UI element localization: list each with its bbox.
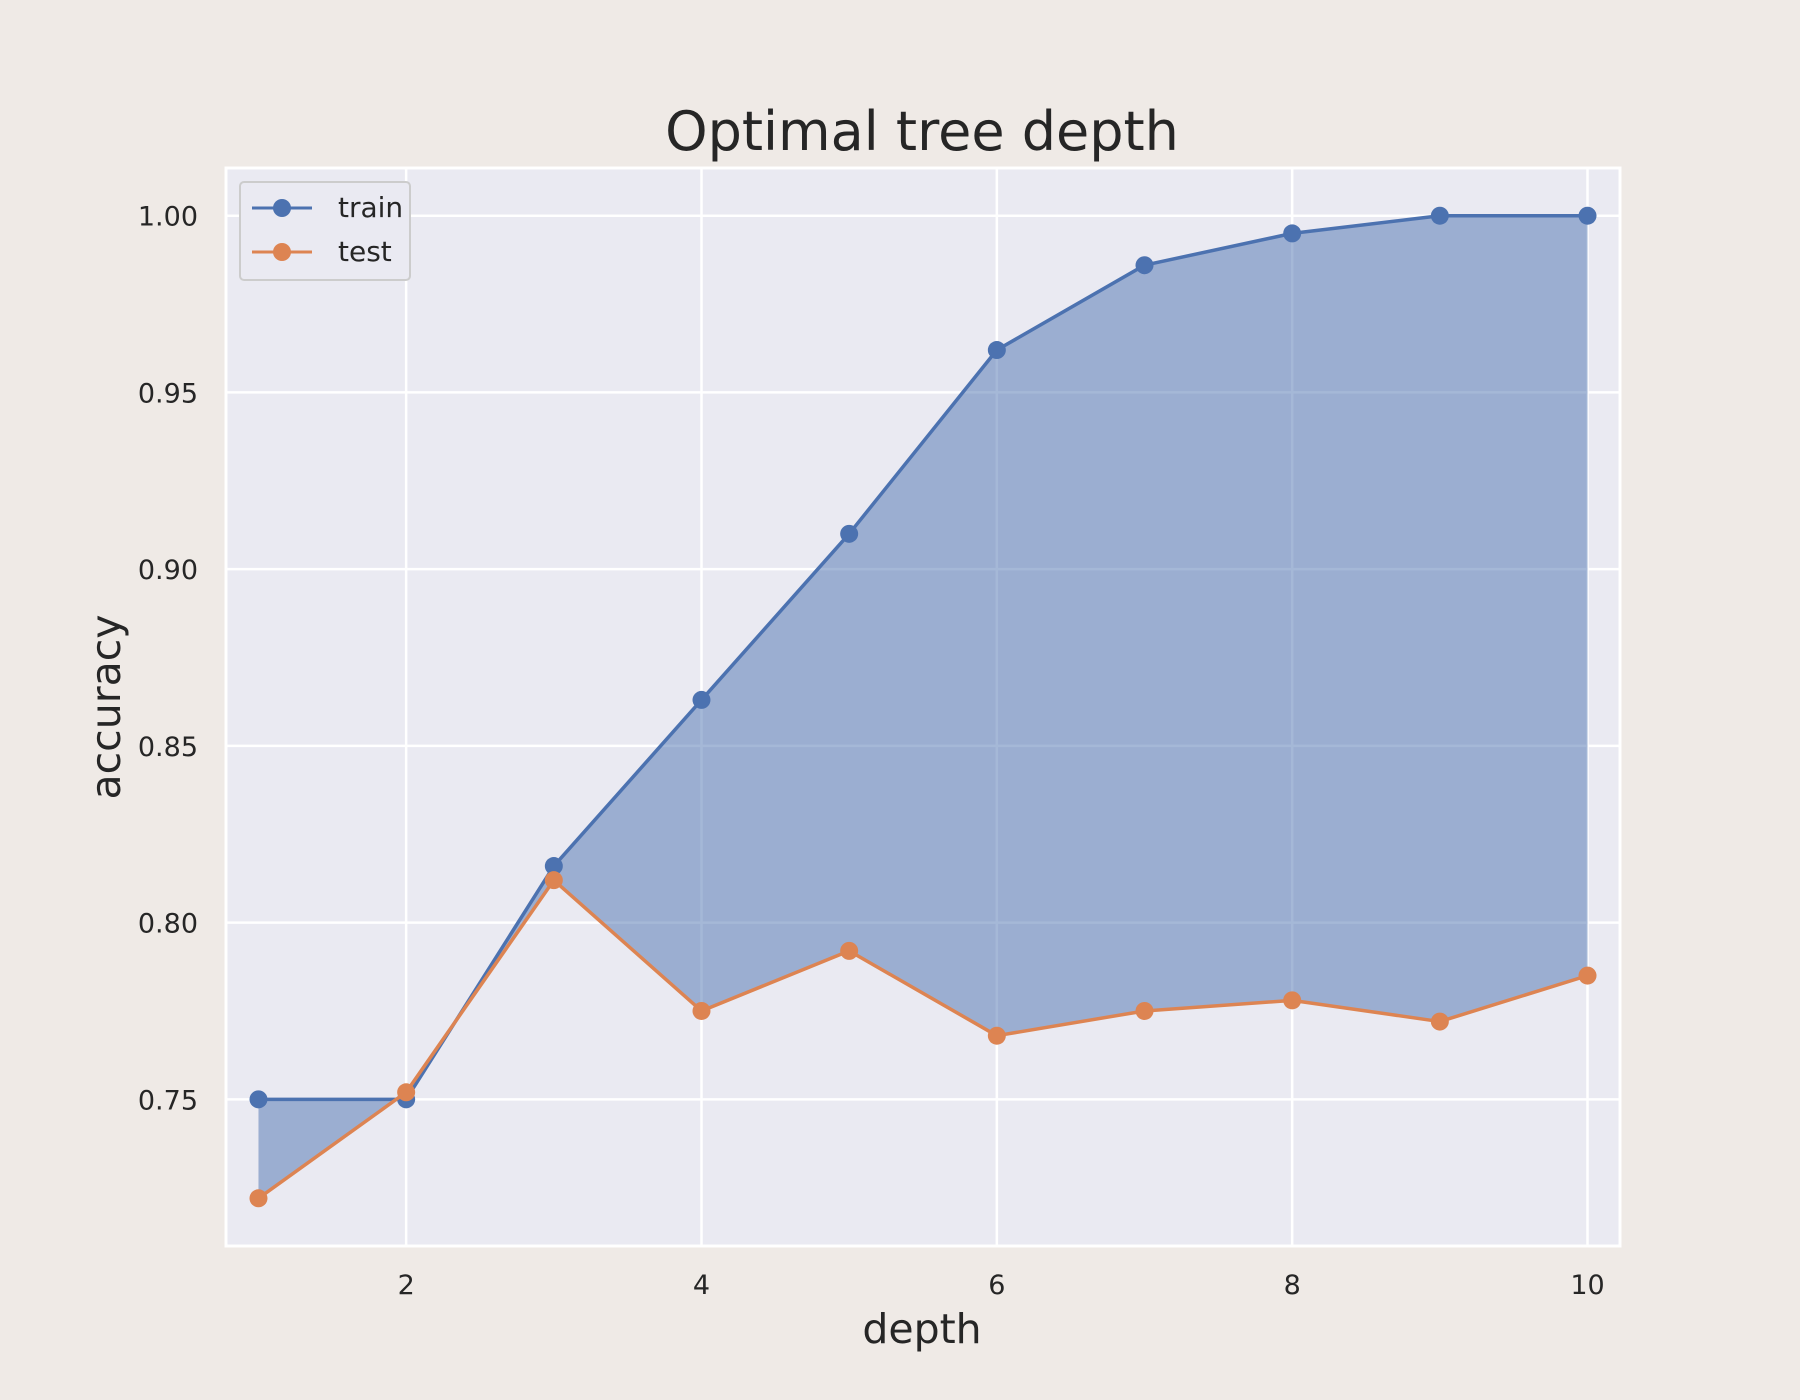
test-point [1283,991,1302,1010]
y-tick-label: 0.85 [138,732,198,763]
y-tick-label: 0.95 [138,378,198,409]
test-point [1430,1012,1449,1031]
test-point [840,941,859,960]
tick-labels: 2 4 6 8 10 0.75 0.80 0.85 0.90 0.95 1.00 [138,202,1605,1301]
train-test-gap-fill [258,215,1588,1199]
train-point [1578,206,1597,225]
train-point [692,690,711,709]
legend: train test [239,181,411,281]
train-point [249,1090,268,1109]
legend-test-marker [273,243,291,261]
test-point [249,1189,268,1208]
test-line [257,878,1589,1200]
legend-train-marker [273,199,291,217]
x-tick-label: 4 [693,1270,710,1301]
y-tick-label: 0.90 [138,555,198,586]
test-point [397,1083,416,1102]
train-point [987,341,1006,360]
train-line [258,213,1588,1102]
x-tick-label: 2 [398,1270,415,1301]
train-point [1430,206,1449,225]
y-axis-title: accuracy [82,615,130,800]
legend-test-label: test [338,235,392,268]
test-point [544,871,563,890]
series-layer [249,206,1597,1208]
test-point [1135,1001,1154,1020]
legend-train-label: train [338,191,403,224]
test-point [692,1001,711,1020]
x-tick-label: 8 [1284,1270,1301,1301]
test-point [1578,966,1597,985]
train-point [840,524,859,543]
x-tick-label: 6 [988,1270,1005,1301]
series-train [249,206,1597,1109]
x-tick-label: 10 [1570,1270,1604,1301]
y-tick-label: 0.75 [138,1085,198,1116]
train-point [544,857,563,876]
series-test [249,871,1597,1208]
test-point [987,1026,1006,1045]
chart-title: Optimal tree depth [665,100,1179,163]
y-tick-label: 1.00 [138,202,198,233]
fill-between-area [258,215,1588,1199]
train-point [1283,224,1302,243]
x-axis-title: depth [862,1305,981,1353]
y-tick-label: 0.80 [138,909,198,940]
plot-frame [224,166,1622,1248]
train-point [1135,256,1154,275]
